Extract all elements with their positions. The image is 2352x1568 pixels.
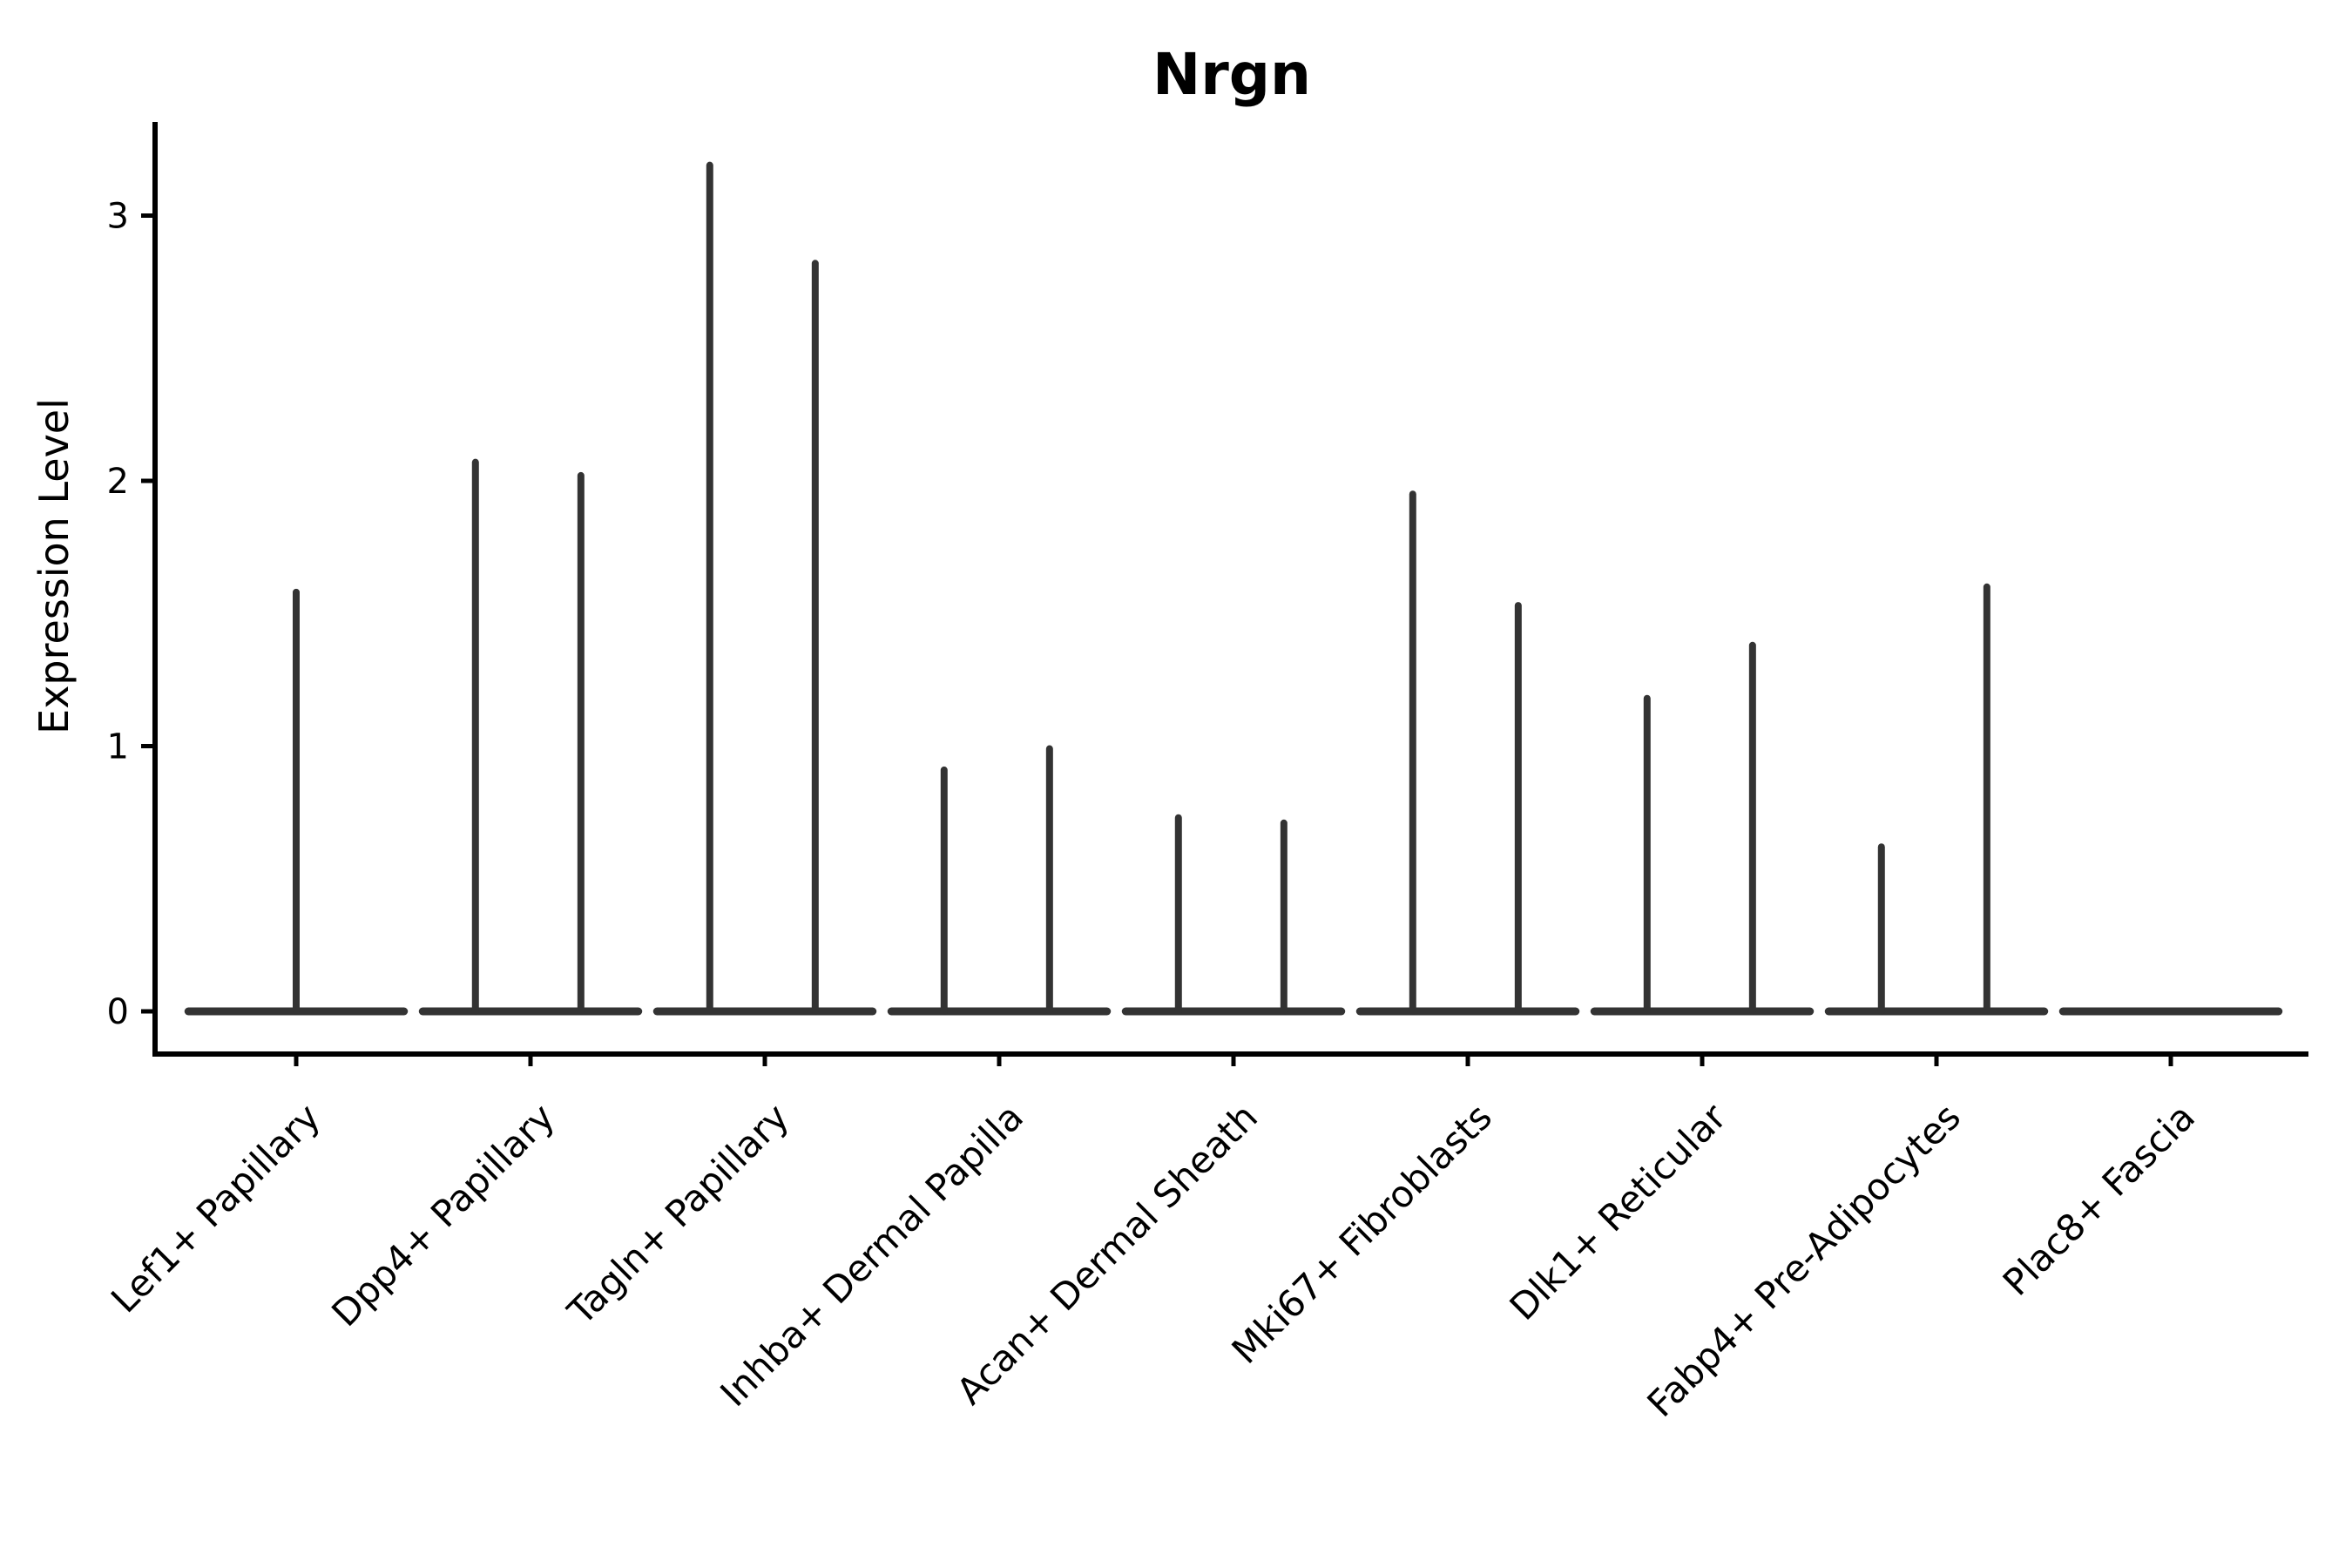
x-tick-label: Lef1+ Papillary xyxy=(103,1095,328,1321)
y-tick-label: 0 xyxy=(107,992,129,1032)
y-axis-label: Expression Level xyxy=(30,398,78,734)
y-tick-label: 2 xyxy=(107,462,129,502)
y-tick-label: 1 xyxy=(107,727,129,767)
x-tick-label: Plac8+ Fascia xyxy=(1995,1095,2203,1303)
x-tick-label: Tagln+ Papillary xyxy=(559,1095,797,1333)
x-tick-label: Mki67+ Fibroblasts xyxy=(1224,1095,1500,1371)
x-tick-label: Dpp4+ Papillary xyxy=(323,1095,563,1335)
x-tick-label: Dlk1+ Reticular xyxy=(1502,1095,1735,1328)
y-tick-label: 3 xyxy=(107,197,129,237)
plot-title: Nrgn xyxy=(1152,41,1311,108)
